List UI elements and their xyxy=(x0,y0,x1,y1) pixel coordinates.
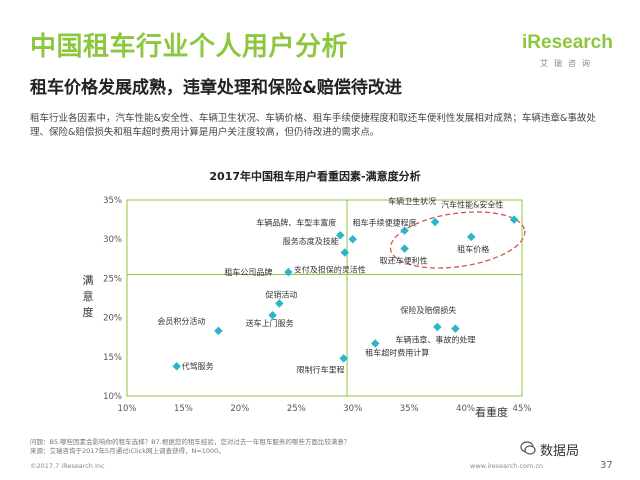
data-point xyxy=(284,267,293,277)
data-point-label: 取还车便利性 xyxy=(380,256,428,266)
plot-frame xyxy=(126,199,523,397)
watermark-text: 数据局 xyxy=(540,444,580,459)
footer-url: www.iresearch.com.cn xyxy=(470,462,544,470)
y-tick-label: 25% xyxy=(103,274,122,284)
data-point-label: 租车手续便捷程度 xyxy=(353,218,417,228)
y-axis-label-char: 度 xyxy=(83,305,94,319)
data-point xyxy=(466,232,476,242)
data-point-label: 车辆卫生状况 xyxy=(388,196,436,206)
y-tick-label: 30% xyxy=(103,235,122,245)
page-number: 37 xyxy=(600,460,613,471)
data-point-label: 租车价格 xyxy=(457,244,489,254)
data-point xyxy=(172,361,181,371)
chart-axes: 10% 15% 20% 25% 30% 35% 40% 45% 10% 15% 20% 25% 30% 3… xyxy=(103,196,531,414)
data-point-label: 送车上门服务 xyxy=(246,318,294,328)
data-point-label: 租车超时费用计算 xyxy=(365,347,429,357)
x-tick-label: 25% xyxy=(287,404,306,414)
data-point-label: 代驾服务 xyxy=(182,361,214,371)
data-point xyxy=(509,215,519,224)
page-description: 租车行业各因素中，汽车性能&安全性、车辆卫生状况、车辆价格、租车手续便捷程度和取… xyxy=(30,113,596,138)
data-point xyxy=(275,299,284,308)
data-point xyxy=(400,244,409,253)
top-bar xyxy=(0,0,640,4)
x-tick-label: 30% xyxy=(343,404,362,414)
footer-source: 来源：艾瑞咨询于2017年5月通过iClick网上调查获得，N=1000。 xyxy=(30,447,225,455)
y-tick-label: 15% xyxy=(103,353,122,363)
data-point xyxy=(214,326,223,336)
y-tick-label: 10% xyxy=(103,392,122,402)
y-axis-label-char: 意 xyxy=(83,289,94,303)
data-point-label: 车辆品牌、车型丰富度 xyxy=(256,217,336,227)
x-tick-label: 10% xyxy=(118,404,137,414)
data-point-label: 服务态度及技能 xyxy=(283,236,339,246)
scatter-chart: 2017年中国租车用户看重因素-满意度分析 10% 15% 20% 25% 30% 35%… xyxy=(83,169,532,419)
footer-copyright: ©2017.7 iResearch Inc xyxy=(30,462,105,470)
footer-notes: 问题：B5.哪些因素会影响你的租车选择？B7.根据您的租车经验，您对过去一年租车… xyxy=(30,438,500,456)
chart-title: 2017年中国租车用户看重因素-满意度分析 xyxy=(209,169,420,183)
page-subtitle: 租车价格发展成熟，违章处理和保险&赔偿待改进 xyxy=(30,78,402,98)
data-point-label: 租车公司品牌 xyxy=(224,267,272,277)
data-point xyxy=(339,354,348,363)
data-point xyxy=(348,234,357,244)
data-point-label: 促销活动 xyxy=(265,289,297,299)
y-tick-label: 35% xyxy=(103,196,122,206)
data-point-label: 保险及赔偿损失 xyxy=(400,305,456,315)
highlight-ellipse-layer xyxy=(389,211,526,269)
highlight-ellipse xyxy=(389,211,526,269)
iresearch-logo: iResearch xyxy=(522,32,613,54)
data-point xyxy=(430,217,440,227)
y-tick-label: 20% xyxy=(103,314,122,324)
data-point xyxy=(268,311,277,320)
footer-question: 问题：B5.哪些因素会影响你的租车选择？B7.根据您的租车经验，您对过去一年租车… xyxy=(30,438,351,446)
wechat-icon xyxy=(520,441,536,455)
data-point-label: 限制行车里程 xyxy=(297,364,345,374)
y-axis-label: 满意度 xyxy=(83,274,94,319)
data-point xyxy=(336,231,345,240)
data-point-label: 车辆违章、事故的处理 xyxy=(395,335,475,345)
logo-subtitle: 艾瑞咨询 xyxy=(540,59,596,68)
x-tick-label: 35% xyxy=(400,404,419,414)
page-title: 中国租车行业个人用户分析 xyxy=(30,32,349,62)
x-tick-label: 15% xyxy=(174,404,193,414)
x-tick-label: 45% xyxy=(513,404,532,414)
data-point-label: 会员积分活动 xyxy=(157,316,205,326)
y-axis-label-char: 满 xyxy=(83,274,94,287)
data-point-label: 汽车性能&安全性 xyxy=(441,200,503,210)
data-point xyxy=(433,322,442,332)
data-point xyxy=(371,339,380,348)
data-point xyxy=(400,226,409,235)
data-point xyxy=(451,324,460,333)
x-tick-label: 20% xyxy=(230,404,249,414)
x-axis-label: 看重度 xyxy=(475,405,508,419)
logo-text: iResearch xyxy=(522,32,613,53)
data-point-label: 支付及担保的灵活性 xyxy=(294,265,366,275)
data-point xyxy=(340,248,350,257)
x-tick-label: 40% xyxy=(456,404,475,414)
